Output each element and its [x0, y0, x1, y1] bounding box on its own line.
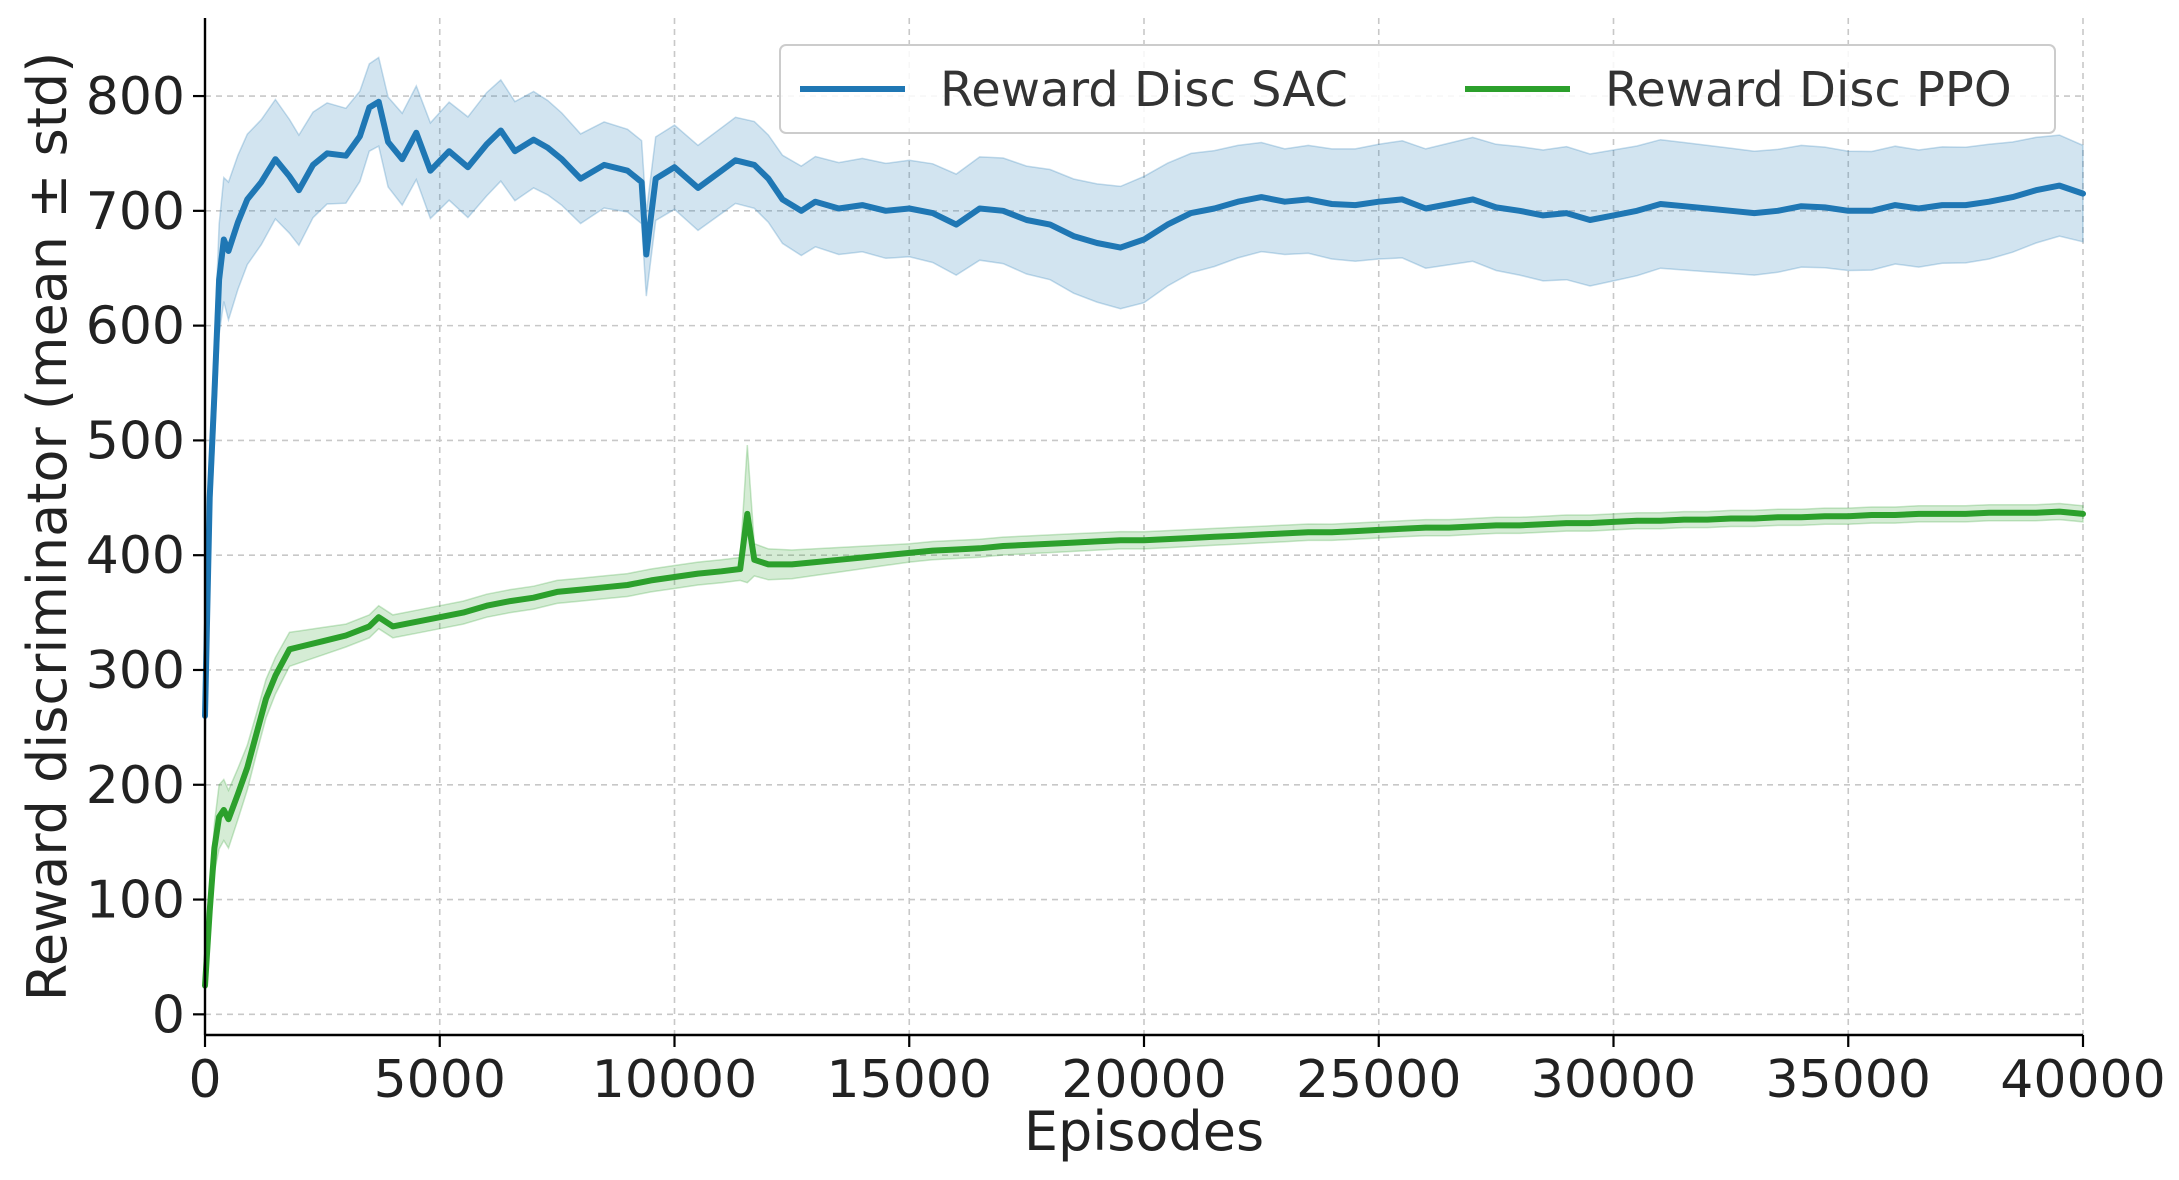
- y-tick-label: 100: [86, 871, 185, 931]
- x-tick-label: 0: [188, 1050, 221, 1110]
- series-lines: [202, 98, 2086, 989]
- y-tick-label: 200: [86, 756, 185, 816]
- std-band-0: [204, 56, 2084, 751]
- x-tick-label: 5000: [374, 1050, 506, 1110]
- legend-box: [779, 44, 2056, 134]
- ticks: 0 5000 10000 15000 20000 25000 30000 35000 40000…: [86, 67, 2166, 1110]
- legend: Reward Disc SAC Reward Disc PPO: [779, 44, 2056, 134]
- x-tick-label: 20000: [1061, 1050, 1226, 1110]
- x-tick-label: 25000: [1296, 1050, 1461, 1110]
- y-tick-label: 700: [86, 182, 185, 242]
- std-band-1: [204, 444, 2084, 995]
- x-tick-label: 30000: [1531, 1050, 1696, 1110]
- legend-label-sac: Reward Disc SAC: [940, 62, 1348, 118]
- x-tick-label: 10000: [592, 1050, 757, 1110]
- std-bands: [204, 56, 2084, 995]
- y-tick-label: 500: [86, 411, 185, 471]
- x-tick-label: 40000: [2000, 1050, 2165, 1110]
- x-tick-label: 35000: [1766, 1050, 1931, 1110]
- y-tick-label: 0: [152, 985, 185, 1045]
- y-tick-label: 400: [86, 526, 185, 586]
- y-axis-label: Reward discriminator (mean ± std): [16, 52, 79, 1002]
- series-line-1: [202, 508, 2086, 989]
- x-tick-label: 15000: [827, 1050, 992, 1110]
- x-axis-label: Episodes: [1024, 1100, 1264, 1163]
- series-line-0: [202, 98, 2086, 719]
- legend-label-ppo: Reward Disc PPO: [1605, 62, 2012, 118]
- y-tick-label: 600: [86, 297, 185, 357]
- y-tick-label: 800: [86, 67, 185, 127]
- y-tick-label: 300: [86, 641, 185, 701]
